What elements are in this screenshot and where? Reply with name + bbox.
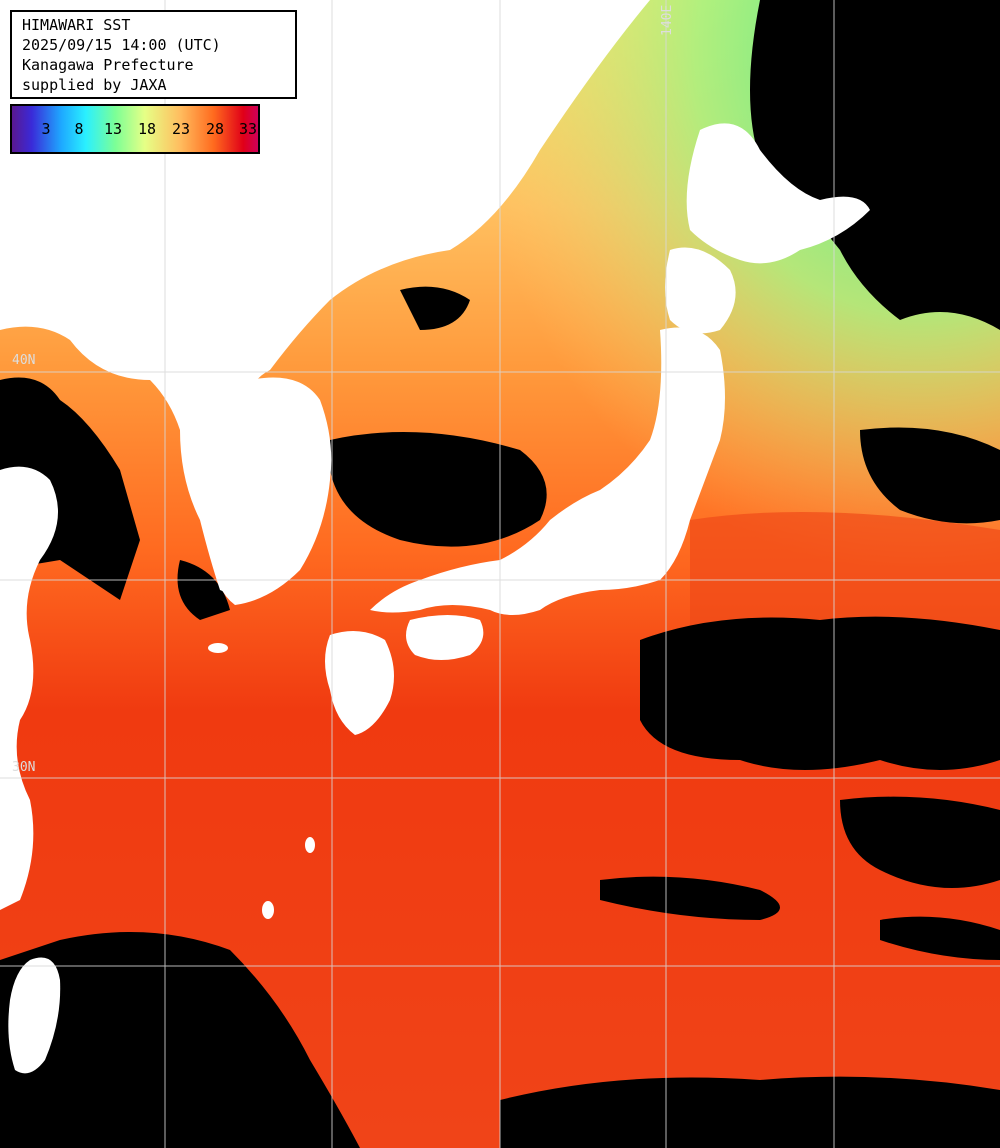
legend-label: 13 [103,120,123,138]
map-region: Kanagawa Prefecture [22,56,194,74]
honshu [370,327,725,615]
korean-peninsula [190,377,332,605]
lat-label-40n: 40N [12,353,36,368]
hokkaido [686,123,870,264]
lat-label-30n: 30N [12,760,36,775]
temperature-legend: 3 8 13 18 23 28 33 [10,104,260,154]
legend-label: 23 [171,120,191,138]
island [208,643,228,653]
island [305,837,315,853]
kyushu [325,631,394,735]
map-title: HIMAWARI SST [22,16,131,34]
tohoku [665,247,736,334]
legend-label: 3 [41,120,51,138]
map-datetime: 2025/09/15 14:00 (UTC) [22,36,221,54]
legend-label: 28 [205,120,225,138]
legend-label: 8 [74,120,84,138]
shikoku [406,615,484,660]
china-coast [0,466,58,910]
island [400,131,420,159]
legend-label: 33 [238,120,258,138]
legend-label: 18 [137,120,157,138]
lon-label-140e: 140E [660,4,675,36]
info-box: HIMAWARI SST 2025/09/15 14:00 (UTC) Kana… [10,10,297,99]
map-credit: supplied by JAXA [22,76,167,94]
island [262,901,274,919]
taiwan [8,957,61,1074]
